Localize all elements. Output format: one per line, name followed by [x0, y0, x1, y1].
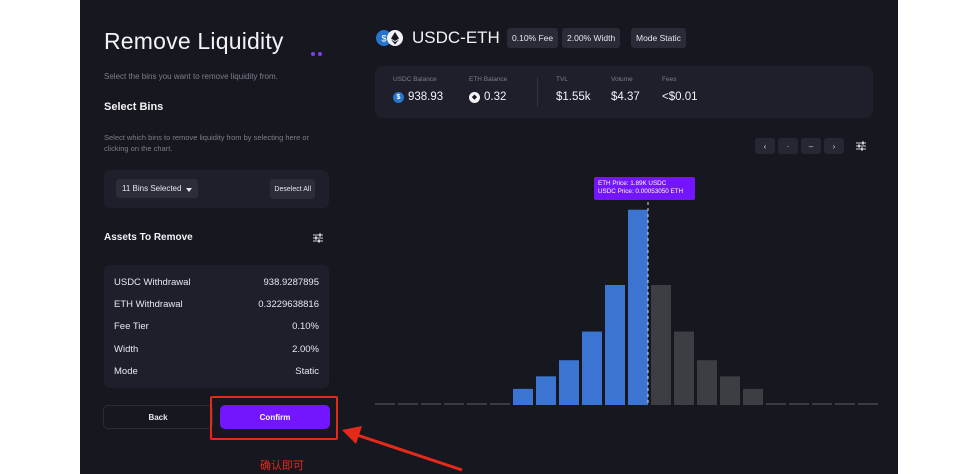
more-options-icon[interactable]: [311, 43, 325, 61]
asset-value: Static: [295, 365, 319, 377]
tooltip-usdc-price: USDC Price: 0.00053050 ETH: [598, 188, 684, 195]
chart-bar-empty[interactable]: [467, 403, 487, 405]
tooltip-eth-price: ETH Price: 1.89K USDC: [598, 180, 667, 187]
chart-bar-empty[interactable]: [490, 403, 510, 405]
width-tag: 2.00% Width: [562, 28, 621, 48]
chart-bar-empty[interactable]: [421, 403, 441, 405]
back-button[interactable]: Back: [103, 405, 213, 429]
chart-bar-usdc[interactable]: [582, 331, 602, 405]
deselect-all-button[interactable]: Deselect All: [270, 179, 315, 199]
chart-scroll-right-button[interactable]: ›: [824, 138, 844, 154]
asset-value: 938.9287895: [263, 276, 319, 288]
asset-label: ETH Withdrawal: [114, 298, 183, 310]
price-tooltip: ETH Price: 1.89K USDC USDC Price: 0.0005…: [594, 177, 695, 200]
page-subtitle: Select the bins you want to remove liqui…: [104, 72, 278, 81]
stat-fees: Fees <$0.01: [662, 76, 698, 103]
asset-row: Mode Static: [114, 364, 319, 378]
chart-bar-empty[interactable]: [858, 403, 878, 405]
select-bins-heading: Select Bins: [104, 101, 164, 113]
confirm-button[interactable]: Confirm: [220, 405, 330, 429]
asset-label: USDC Withdrawal: [114, 276, 191, 288]
chart-bar-usdc[interactable]: [513, 388, 533, 405]
asset-value: 0.3229638816: [258, 298, 319, 310]
chart-bar-eth[interactable]: [674, 331, 694, 405]
chart-bar-eth[interactable]: [697, 360, 717, 405]
asset-label: Mode: [114, 365, 138, 377]
chart-zoom-out-button[interactable]: –: [801, 138, 821, 154]
caret-down-icon: [186, 187, 193, 192]
chart-scroll-left-button[interactable]: ‹: [755, 138, 775, 154]
chart-bar-empty[interactable]: [789, 403, 809, 405]
annotation-text: 确认即可: [260, 460, 304, 472]
chart-bar-eth[interactable]: [720, 376, 740, 405]
chart-bar-empty[interactable]: [835, 403, 855, 405]
select-bins-description: Select which bins to remove liquidity fr…: [104, 133, 310, 153]
liquidity-chart[interactable]: [370, 170, 880, 410]
stat-volume: Volume $4.37: [611, 76, 640, 103]
asset-value: 2.00%: [292, 343, 319, 355]
bins-dropdown[interactable]: 11 Bins Selected: [116, 179, 199, 198]
stats-divider: [537, 77, 538, 107]
settings-sliders-icon[interactable]: [312, 232, 324, 244]
annotation-arrow-icon: [342, 426, 463, 472]
chart-bar-usdc[interactable]: [559, 360, 579, 405]
stat-usdc-balance: USDC Balance $ 938.93: [393, 76, 444, 103]
usdc-icon: $: [393, 91, 404, 103]
chart-bar-empty[interactable]: [444, 403, 464, 405]
stat-tvl: TVL $1.55k: [556, 76, 591, 103]
eth-icon: ◆: [469, 91, 480, 103]
asset-label: Fee Tier: [114, 320, 149, 332]
pool-pair-name: USDC-ETH: [412, 28, 500, 47]
chart-bar-usdc[interactable]: [536, 376, 556, 405]
chart-bar-eth[interactable]: [651, 284, 671, 405]
chart-settings-icon[interactable]: [855, 140, 867, 152]
svg-text:$: $: [381, 34, 386, 44]
chart-bar-usdc[interactable]: [605, 284, 625, 405]
chart-bar-empty[interactable]: [398, 403, 418, 405]
chart-bar-empty[interactable]: [766, 403, 786, 405]
annotation-highlight-box: [210, 396, 338, 440]
chart-bar-empty[interactable]: [375, 403, 395, 405]
asset-value: 0.10%: [292, 320, 319, 332]
chart-bar-empty[interactable]: [812, 403, 832, 405]
asset-label: Width: [114, 343, 139, 355]
chart-bar-eth[interactable]: [743, 388, 763, 405]
mode-tag: Mode Static: [631, 28, 686, 48]
page-title: Remove Liquidity: [104, 28, 284, 54]
asset-row: Width 2.00%: [114, 342, 319, 356]
pair-token-icons: $: [376, 30, 403, 46]
fee-tag: 0.10% Fee: [507, 28, 559, 48]
pool-stats: USDC Balance $ 938.93 ETH Balance ◆ 0.32…: [375, 66, 873, 118]
bins-dropdown-label: 11 Bins Selected: [122, 184, 182, 193]
assets-summary: USDC Withdrawal 938.9287895 ETH Withdraw…: [104, 265, 329, 388]
chart-bar-usdc[interactable]: [628, 209, 648, 405]
assets-heading: Assets To Remove: [104, 232, 193, 243]
asset-row: ETH Withdrawal 0.3229638816: [114, 297, 319, 311]
chart-zoom-in-button[interactable]: ·: [778, 138, 798, 154]
asset-row: Fee Tier 0.10%: [114, 319, 319, 333]
stat-eth-balance: ETH Balance ◆ 0.32: [469, 76, 508, 103]
asset-row: USDC Withdrawal 938.9287895: [114, 275, 319, 289]
bins-selector: 11 Bins Selected Deselect All: [104, 170, 329, 208]
